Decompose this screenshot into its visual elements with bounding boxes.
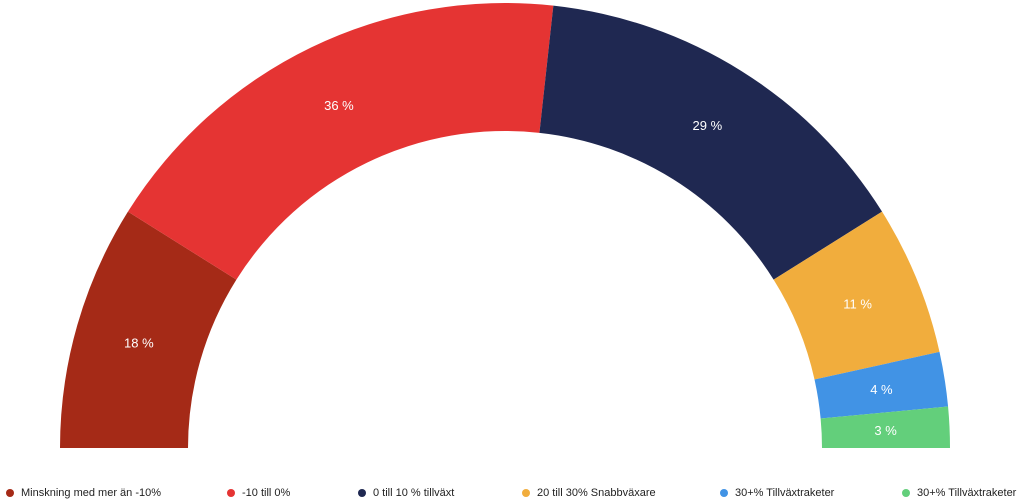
slice-label-2: 36 % bbox=[324, 98, 354, 113]
legend-marker-2 bbox=[227, 489, 235, 497]
legend-label-5: 30+% Tillväxtraketer bbox=[735, 487, 835, 499]
legend-item-2[interactable]: -10 till 0% bbox=[227, 486, 290, 500]
legend-item-6[interactable]: 30+% Tillväxtraketer bbox=[902, 486, 1016, 500]
slice-label-3: 29 % bbox=[693, 118, 723, 133]
legend-marker-1 bbox=[6, 489, 14, 497]
legend-label-3: 0 till 10 % tillväxt bbox=[373, 487, 455, 499]
legend-item-1[interactable]: Minskning med mer än -10% bbox=[6, 486, 161, 500]
legend-item-5[interactable]: 30+% Tillväxtraketer bbox=[720, 486, 834, 500]
slice-6[interactable] bbox=[820, 406, 950, 448]
legend-marker-6 bbox=[902, 489, 910, 497]
legend-item-3[interactable]: 0 till 10 % tillväxt bbox=[358, 486, 454, 500]
slice-label-6: 3 % bbox=[874, 423, 897, 438]
legend-label-1: Minskning med mer än -10% bbox=[21, 487, 162, 499]
legend-label-4: 20 till 30% Snabbväxare bbox=[537, 487, 656, 499]
legend: Minskning med mer än -10% -10 till 0% 0 ti… bbox=[0, 486, 1024, 502]
legend-marker-3 bbox=[358, 489, 366, 497]
legend-marker-4 bbox=[522, 489, 530, 497]
slice-4[interactable] bbox=[773, 211, 940, 380]
semi-donut-chart: 18 % 36 % 29 % 11 % 4 % 3 % bbox=[60, 2, 950, 448]
slice-label-5: 4 % bbox=[870, 382, 893, 397]
legend-marker-5 bbox=[720, 489, 728, 497]
slice-1[interactable] bbox=[60, 211, 237, 448]
legend-item-4[interactable]: 20 till 30% Snabbväxare bbox=[522, 486, 656, 500]
legend-label-6: 30+% Tillväxtraketer bbox=[917, 487, 1017, 499]
slice-label-1: 18 % bbox=[124, 336, 154, 351]
slice-label-4: 11 % bbox=[843, 297, 872, 312]
legend-label-2: -10 till 0% bbox=[242, 487, 291, 499]
slice-3[interactable] bbox=[539, 5, 883, 280]
slice-2[interactable] bbox=[127, 2, 554, 280]
slice-5[interactable] bbox=[814, 351, 949, 419]
